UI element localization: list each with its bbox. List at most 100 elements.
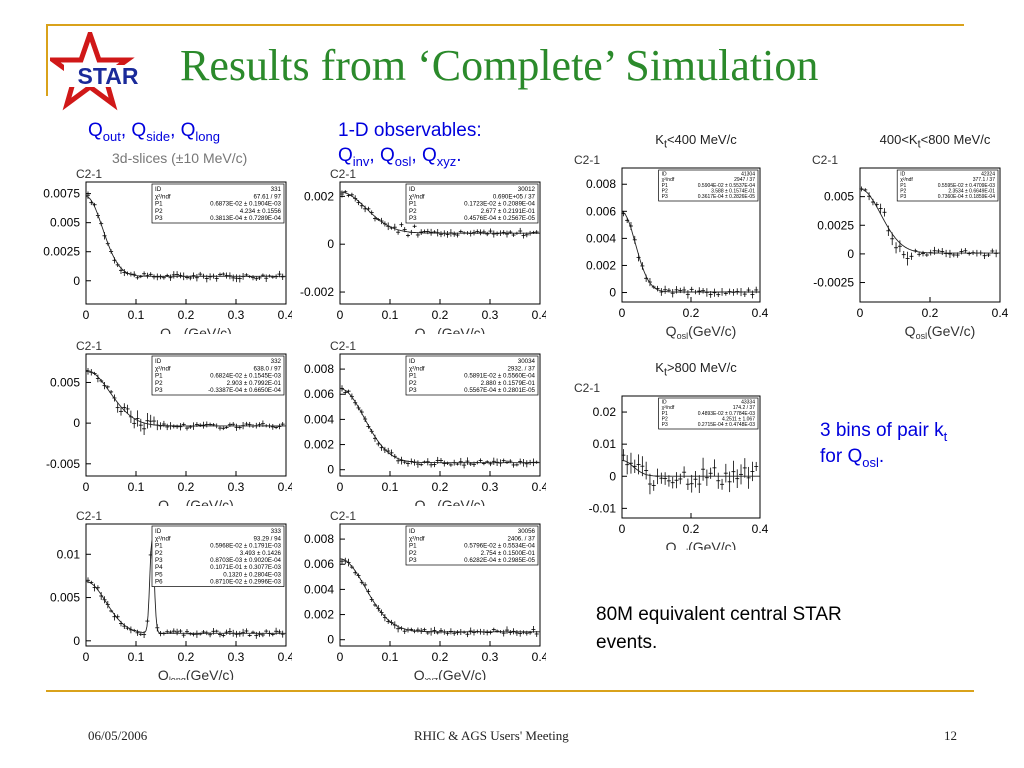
qout-stats-value: 67.61 / 97 [253,193,281,200]
qlong-stats-value: 3.493 ± 0.1426 [240,550,282,557]
qinv-ytick-label: 0 [327,237,334,251]
qout-stats-value: 0.6873E-02 ± 0.1904E-03 [210,201,281,208]
kt2-fit-curve [860,188,1000,254]
qinv-stats-value: 0.690E+05 / 37 [493,193,536,200]
qout-fit-curve [85,196,286,277]
qside-stats-box [151,355,285,396]
qinv-stats-value: 2.677 ± 0.2191E-01 [481,208,536,215]
kt1-xtick-label: 0.4 [752,306,769,320]
kt3-title: Kt>800 MeV/c [655,360,737,379]
kt3-stats-key: P1 [662,411,668,417]
kt1-stats-key: P3 [662,194,668,200]
kt2-ytick-label: -0.0025 [813,276,854,290]
footer-page-number: 12 [944,728,957,743]
kt3-ylabel: C2-1 [574,381,600,395]
kt1-stats-value: 0.3617E-04 ± 0.2826E-05 [698,194,755,200]
qosl-ylabel: C2-1 [330,340,356,353]
qinv-stats-key: P3 [409,215,417,222]
kt2-title: 400<Kt<800 MeV/c [879,132,991,151]
qlong-ytick-label: 0 [73,634,80,648]
qlong-stats-value: 0.5968E-02 ± 0.1791E-03 [210,543,281,550]
qout-stats-box [151,183,285,224]
qside-xtick-label: 0.1 [128,480,145,494]
qside-stats-key: χ²/ndf [155,365,171,372]
kt2-stats-value: 0.5595E-02 ± 0.4709E-03 [938,183,995,189]
qside-xtick-label: 0 [83,480,90,494]
qlong-stats-key: P3 [155,557,163,564]
kt3-ytick-label: 0.01 [593,437,617,451]
qlong-fit-curve [85,540,286,634]
mid-heading-line2: Qinv, Qosl, Qxyz. [338,145,462,169]
qinv-xtick-label: 0.2 [432,308,449,322]
qinv-xtick-label: 0.4 [532,308,546,322]
qside-fit-curve [85,369,286,427]
plot-kt2: 0 0.2 0.4 -0.0025 0 0.0025 0.005 C2-1 Qosl(GeV/c… [790,130,1012,352]
qout-stats-value: 4.234 ± 0.1556 [240,208,282,215]
kt1-ytick-label: 0.008 [586,177,616,191]
qlong-stats-key: ID [155,528,162,535]
qside-ytick-label: 0.005 [50,375,80,389]
qxyz-stats-key: P2 [409,550,417,557]
qxyz-ytick-label: 0.008 [304,532,334,546]
qlong-stats-value: 0.1071E-01 ± 0.3077E-03 [210,564,281,571]
qosl-fit-curve [339,388,540,464]
qout-ylabel: C2-1 [76,168,102,181]
qlong-stats-value: 93.29 / 94 [253,535,281,542]
qxyz-ytick-label: 0 [327,633,334,647]
qinv-ytick-label: 0.002 [304,189,334,203]
qlong-xtick-label: 0.3 [228,650,245,664]
kt2-stats-key: P2 [900,188,906,194]
qlong-xtick-label: 0.2 [178,650,195,664]
qout-stats-key: ID [155,186,162,193]
qout-stats-key: χ²/ndf [155,193,171,200]
qside-ytick-label: 0 [73,416,80,430]
plot-qside: 00.10.20.30.4-0.00500.005C2-1Qside(GeV/c… [30,340,292,506]
qlong-stats-value: 0.8703E-03 ± 0.9020E-04 [210,557,281,564]
frame-bottom-line [46,690,974,692]
qinv-ylabel: C2-1 [330,168,356,181]
mid-heading-line1: 1-D observables: [338,120,482,141]
star-logo: STAR [45,26,160,112]
qside-xlabel: Qside(GeV/c) [158,497,234,506]
qinv-xlabel: Qinv(GeV/c) [415,325,486,334]
qlong-stats-key: P2 [155,550,163,557]
kt1-stats-key: P1 [662,183,668,189]
qinv-stats-key: P2 [409,208,417,215]
plot-qxyz: 0 0.1 0.2 0.3 0.4 0 0.002 0.004 0.006 0.008 C2-1 Qx… [284,510,546,680]
events-note-line2: events. [596,632,658,653]
kt2-stats-key: P3 [900,194,906,200]
logo-text: STAR [78,63,139,89]
qosl-ytick-label: 0.006 [304,387,334,401]
qxyz-stats-value: 2.754 ± 0.1500E-01 [481,550,536,557]
qside-stats-value: 0.6824E-02 ± 0.1545E-03 [210,373,281,380]
kt2-xlabel: Qosl(GeV/c) [905,323,976,341]
qxyz-stats-value: 0.6282E-04 ± 0.2985E-05 [464,557,535,564]
kt3-stats-value: 4.2511 ± 1.067 [722,416,755,422]
kt1-ytick-label: 0.002 [586,258,616,272]
kt3-stats-value: 174.2 / 37 [733,405,755,411]
qosl-xtick-label: 0 [337,480,344,494]
qside-stats-value: 332 [271,358,282,365]
qlong-xlabel: Qlong(GeV/c) [158,667,234,680]
slices-note: 3d-slices (±10 MeV/c) [112,150,248,166]
slide-title: Results from ‘Complete’ Simulation [180,41,819,90]
kt2-ylabel: C2-1 [812,153,838,167]
qinv-stats-value: 30012 [518,186,536,193]
qxyz-stats-value: 30056 [518,528,536,535]
kt2-ytick-label: 0 [847,247,854,261]
kt1-stats-value: 3.588 ± 0.1574E-01 [711,188,755,194]
kt3-xtick-label: 0.2 [683,522,700,536]
qxyz-ylabel: C2-1 [330,510,356,523]
qosl-stats-box [405,355,539,396]
kt3-ytick-label: 0 [609,469,616,483]
qinv-stats-value: 0.4576E-04 ± 0.2567E-05 [464,215,535,222]
qside-stats-value: -0.3387E-04 ± 0.6650E-04 [208,387,281,394]
kt2-stats-box [896,169,999,202]
kt1-stats-key: χ²/ndf [662,177,675,183]
qside-stats-key: ID [155,358,162,365]
kt1-stats-key: P2 [662,188,668,194]
qout-stats-key: P2 [155,208,163,215]
qxyz-stats-key: P3 [409,557,417,564]
qlong-ytick-label: 0.005 [50,591,80,605]
qlong-xtick-label: 0.1 [128,650,145,664]
